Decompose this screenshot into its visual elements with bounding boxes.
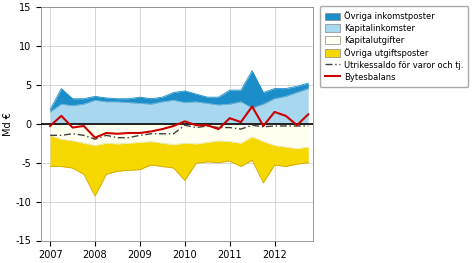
Y-axis label: Md €: Md €	[3, 112, 13, 135]
Legend: Övriga inkomstposter, Kapitalinkomster, Kapitalutgifter, Övriga utgiftsposter, U: Övriga inkomstposter, Kapitalinkomster, …	[320, 6, 468, 87]
